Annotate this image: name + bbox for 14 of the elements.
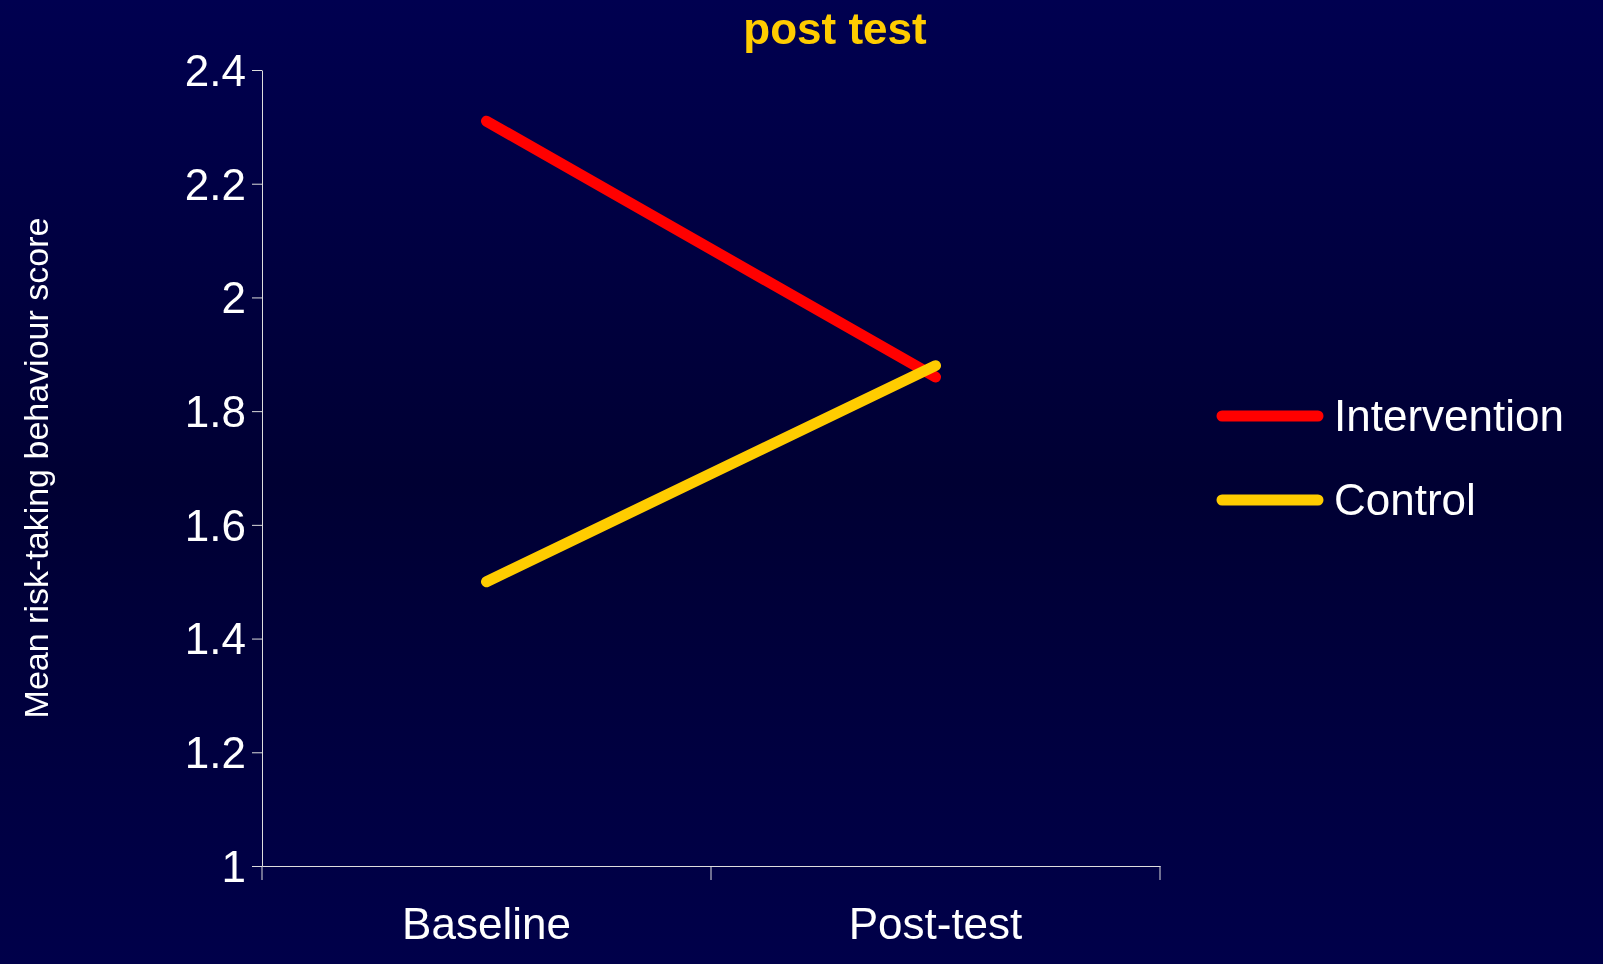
y-axis-title: Mean risk-taking behaviour score xyxy=(17,217,55,719)
y-tick-label: 2 xyxy=(221,273,246,323)
x-tick-label: Baseline xyxy=(402,899,571,949)
y-tick-label: 1 xyxy=(221,841,246,891)
legend-label: Intervention xyxy=(1334,391,1564,441)
y-tick-label: 1.4 xyxy=(184,614,246,664)
y-tick-label: 2.4 xyxy=(184,45,246,95)
y-tick-label: 1.6 xyxy=(184,500,246,550)
y-tick-label: 1.8 xyxy=(184,387,246,437)
y-tick-label: 1.2 xyxy=(184,728,246,778)
legend-label: Control xyxy=(1334,475,1476,525)
chart-title: post test xyxy=(743,4,928,53)
y-tick-label: 2.2 xyxy=(184,159,246,209)
x-tick-label: Post-test xyxy=(848,899,1023,949)
